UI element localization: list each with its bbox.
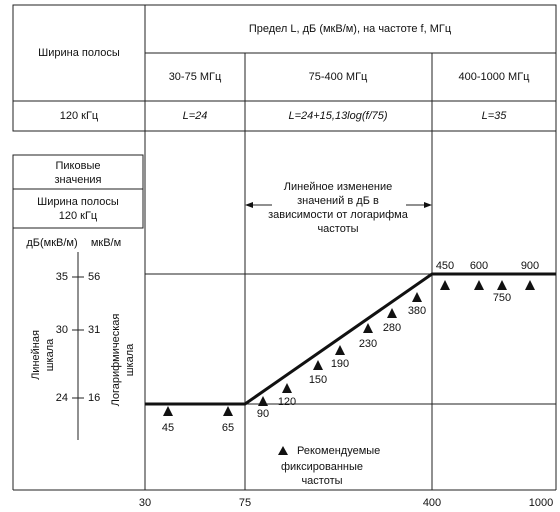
scale-label: Логарифмическая <box>110 314 122 407</box>
marker <box>282 383 292 393</box>
x-tick-label: 1000 <box>529 497 553 509</box>
side-label: Пиковые <box>56 160 101 172</box>
x-tick-label: 30 <box>139 497 151 509</box>
marker <box>258 396 268 406</box>
limit: L=24 <box>183 110 208 122</box>
scale-tick: 30 <box>56 324 68 336</box>
marker <box>313 360 323 370</box>
side-label: 120 кГц <box>59 210 98 222</box>
x-tick-label: 75 <box>239 497 251 509</box>
marker <box>387 308 397 318</box>
scale-label: Линейная <box>30 330 42 380</box>
marker-label: 190 <box>331 358 349 370</box>
marker-label: 380 <box>408 305 426 317</box>
scale-unit: мкВ/м <box>91 237 121 249</box>
marker-label: 450 <box>436 260 454 272</box>
marker <box>363 323 373 333</box>
side-label: значения <box>54 174 101 186</box>
marker-label: 150 <box>309 374 327 386</box>
marker <box>412 292 422 302</box>
marker <box>335 345 345 355</box>
scale-tick: 24 <box>56 392 68 404</box>
marker <box>223 406 233 416</box>
marker <box>440 280 450 290</box>
bandwidth: 120 кГц <box>60 110 99 122</box>
legend: частоты <box>301 475 342 487</box>
range: 30-75 МГц <box>169 71 222 83</box>
marker-label: 45 <box>162 422 174 434</box>
limit: L=24+15,13log(f/75) <box>288 110 387 122</box>
marker <box>474 280 484 290</box>
x-tick-label: 400 <box>423 497 441 509</box>
marker-label: 280 <box>383 322 401 334</box>
limit: L=35 <box>482 110 508 122</box>
marker-label: 900 <box>521 260 539 272</box>
marker-label: 750 <box>493 292 511 304</box>
marker-label: 600 <box>470 260 488 272</box>
note: зависимости от логарифма <box>268 209 409 221</box>
scale-tick: 31 <box>88 324 100 336</box>
scale-unit: дБ(мкВ/м) <box>26 237 77 249</box>
scale-label: шкала <box>124 343 136 376</box>
note: значений в дБ в <box>297 195 379 207</box>
scale-tick: 56 <box>88 271 100 283</box>
frame <box>12 4 557 491</box>
marker-label: 230 <box>359 338 377 350</box>
scale-label: шкала <box>44 338 56 371</box>
legend: фиксированные <box>281 461 363 473</box>
band-label: Ширина полосы <box>38 47 120 59</box>
range: 400-1000 МГц <box>459 71 531 83</box>
scale-tick: 35 <box>56 271 68 283</box>
range: 75-400 МГц <box>309 71 368 83</box>
marker-label: 120 <box>278 396 296 408</box>
legend: Рекомендуемые <box>297 445 380 457</box>
note: Линейное изменение <box>284 181 392 193</box>
marker-label: 65 <box>222 422 234 434</box>
note: частоты <box>317 223 358 235</box>
marker <box>525 280 535 290</box>
scale-tick: 16 <box>88 392 100 404</box>
marker-label: 90 <box>257 408 269 420</box>
marker <box>163 406 173 416</box>
side-label: Ширина полосы <box>37 196 119 208</box>
header-title: Предел L, дБ (мкВ/м), на частоте f, МГц <box>249 23 452 35</box>
marker <box>497 280 507 290</box>
